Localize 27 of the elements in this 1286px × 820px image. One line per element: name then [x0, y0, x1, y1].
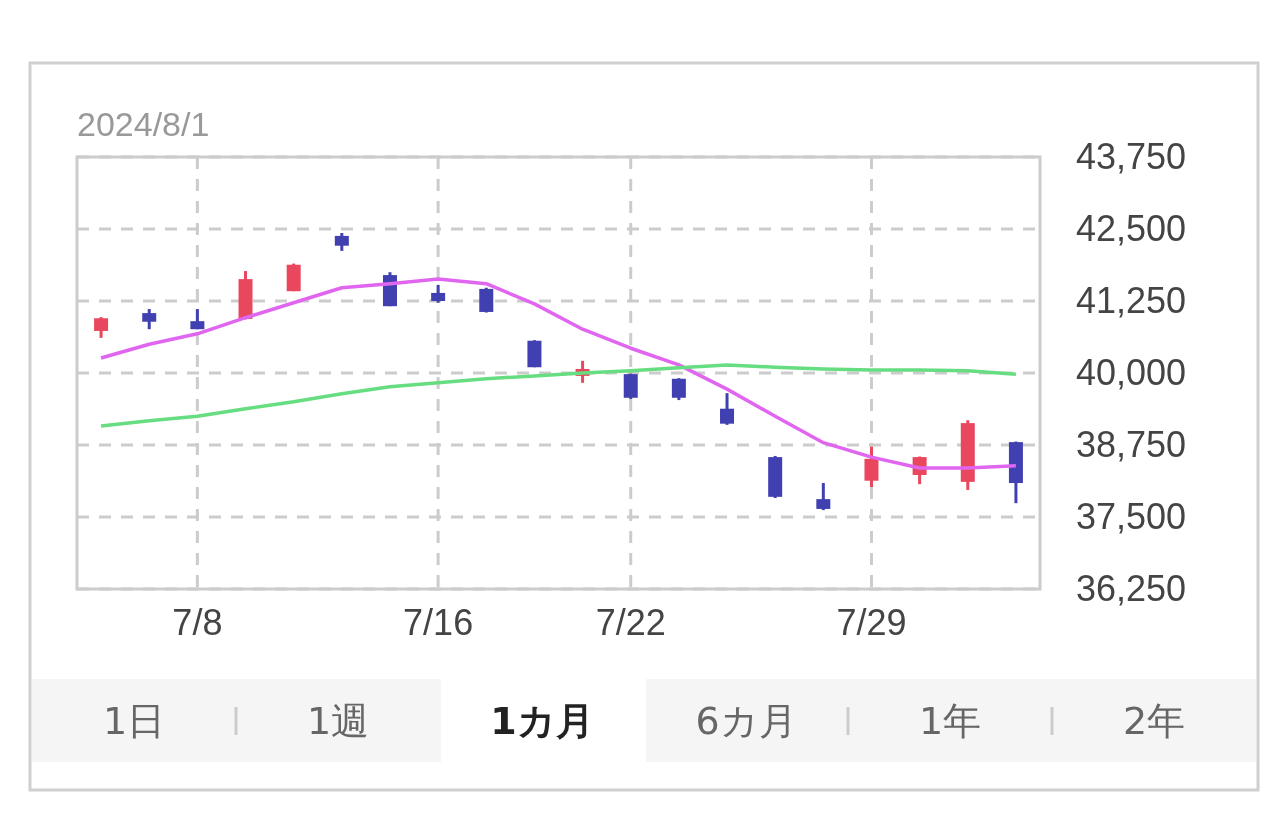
- candlestick: [816, 483, 831, 512]
- x-tick-label: 7/16: [403, 601, 474, 643]
- text: 1週: [306, 698, 370, 743]
- candlestick: [864, 446, 879, 489]
- x-tick-label: 7/8: [172, 601, 223, 643]
- x-tick-label: 7/29: [836, 601, 907, 643]
- y-tick-label: 43,750: [1076, 136, 1187, 178]
- y-tick-label: 38,750: [1076, 424, 1187, 466]
- y-tick-label: 42,500: [1076, 208, 1187, 250]
- y-tick-label: 36,250: [1076, 568, 1187, 610]
- y-tick-label: 40,000: [1076, 352, 1187, 394]
- x-tick-label: 7/22: [595, 601, 666, 643]
- candlestick: [142, 309, 157, 331]
- text: 6カ月: [695, 698, 797, 743]
- chart-title: 2024/8/1: [77, 105, 210, 143]
- candlestick: [671, 378, 686, 402]
- text: 2年: [1122, 698, 1186, 743]
- line-series: [99, 363, 1018, 428]
- candlestick: [720, 393, 735, 425]
- text: 1カ月: [490, 698, 594, 743]
- y-tick-label: 41,250: [1076, 280, 1187, 322]
- y-tick-label: 37,500: [1076, 496, 1187, 538]
- text: 1年: [918, 698, 982, 743]
- candlestick: [479, 287, 494, 313]
- candlestick: [94, 317, 109, 338]
- text: 1日: [102, 698, 166, 743]
- candlestick: [623, 373, 638, 399]
